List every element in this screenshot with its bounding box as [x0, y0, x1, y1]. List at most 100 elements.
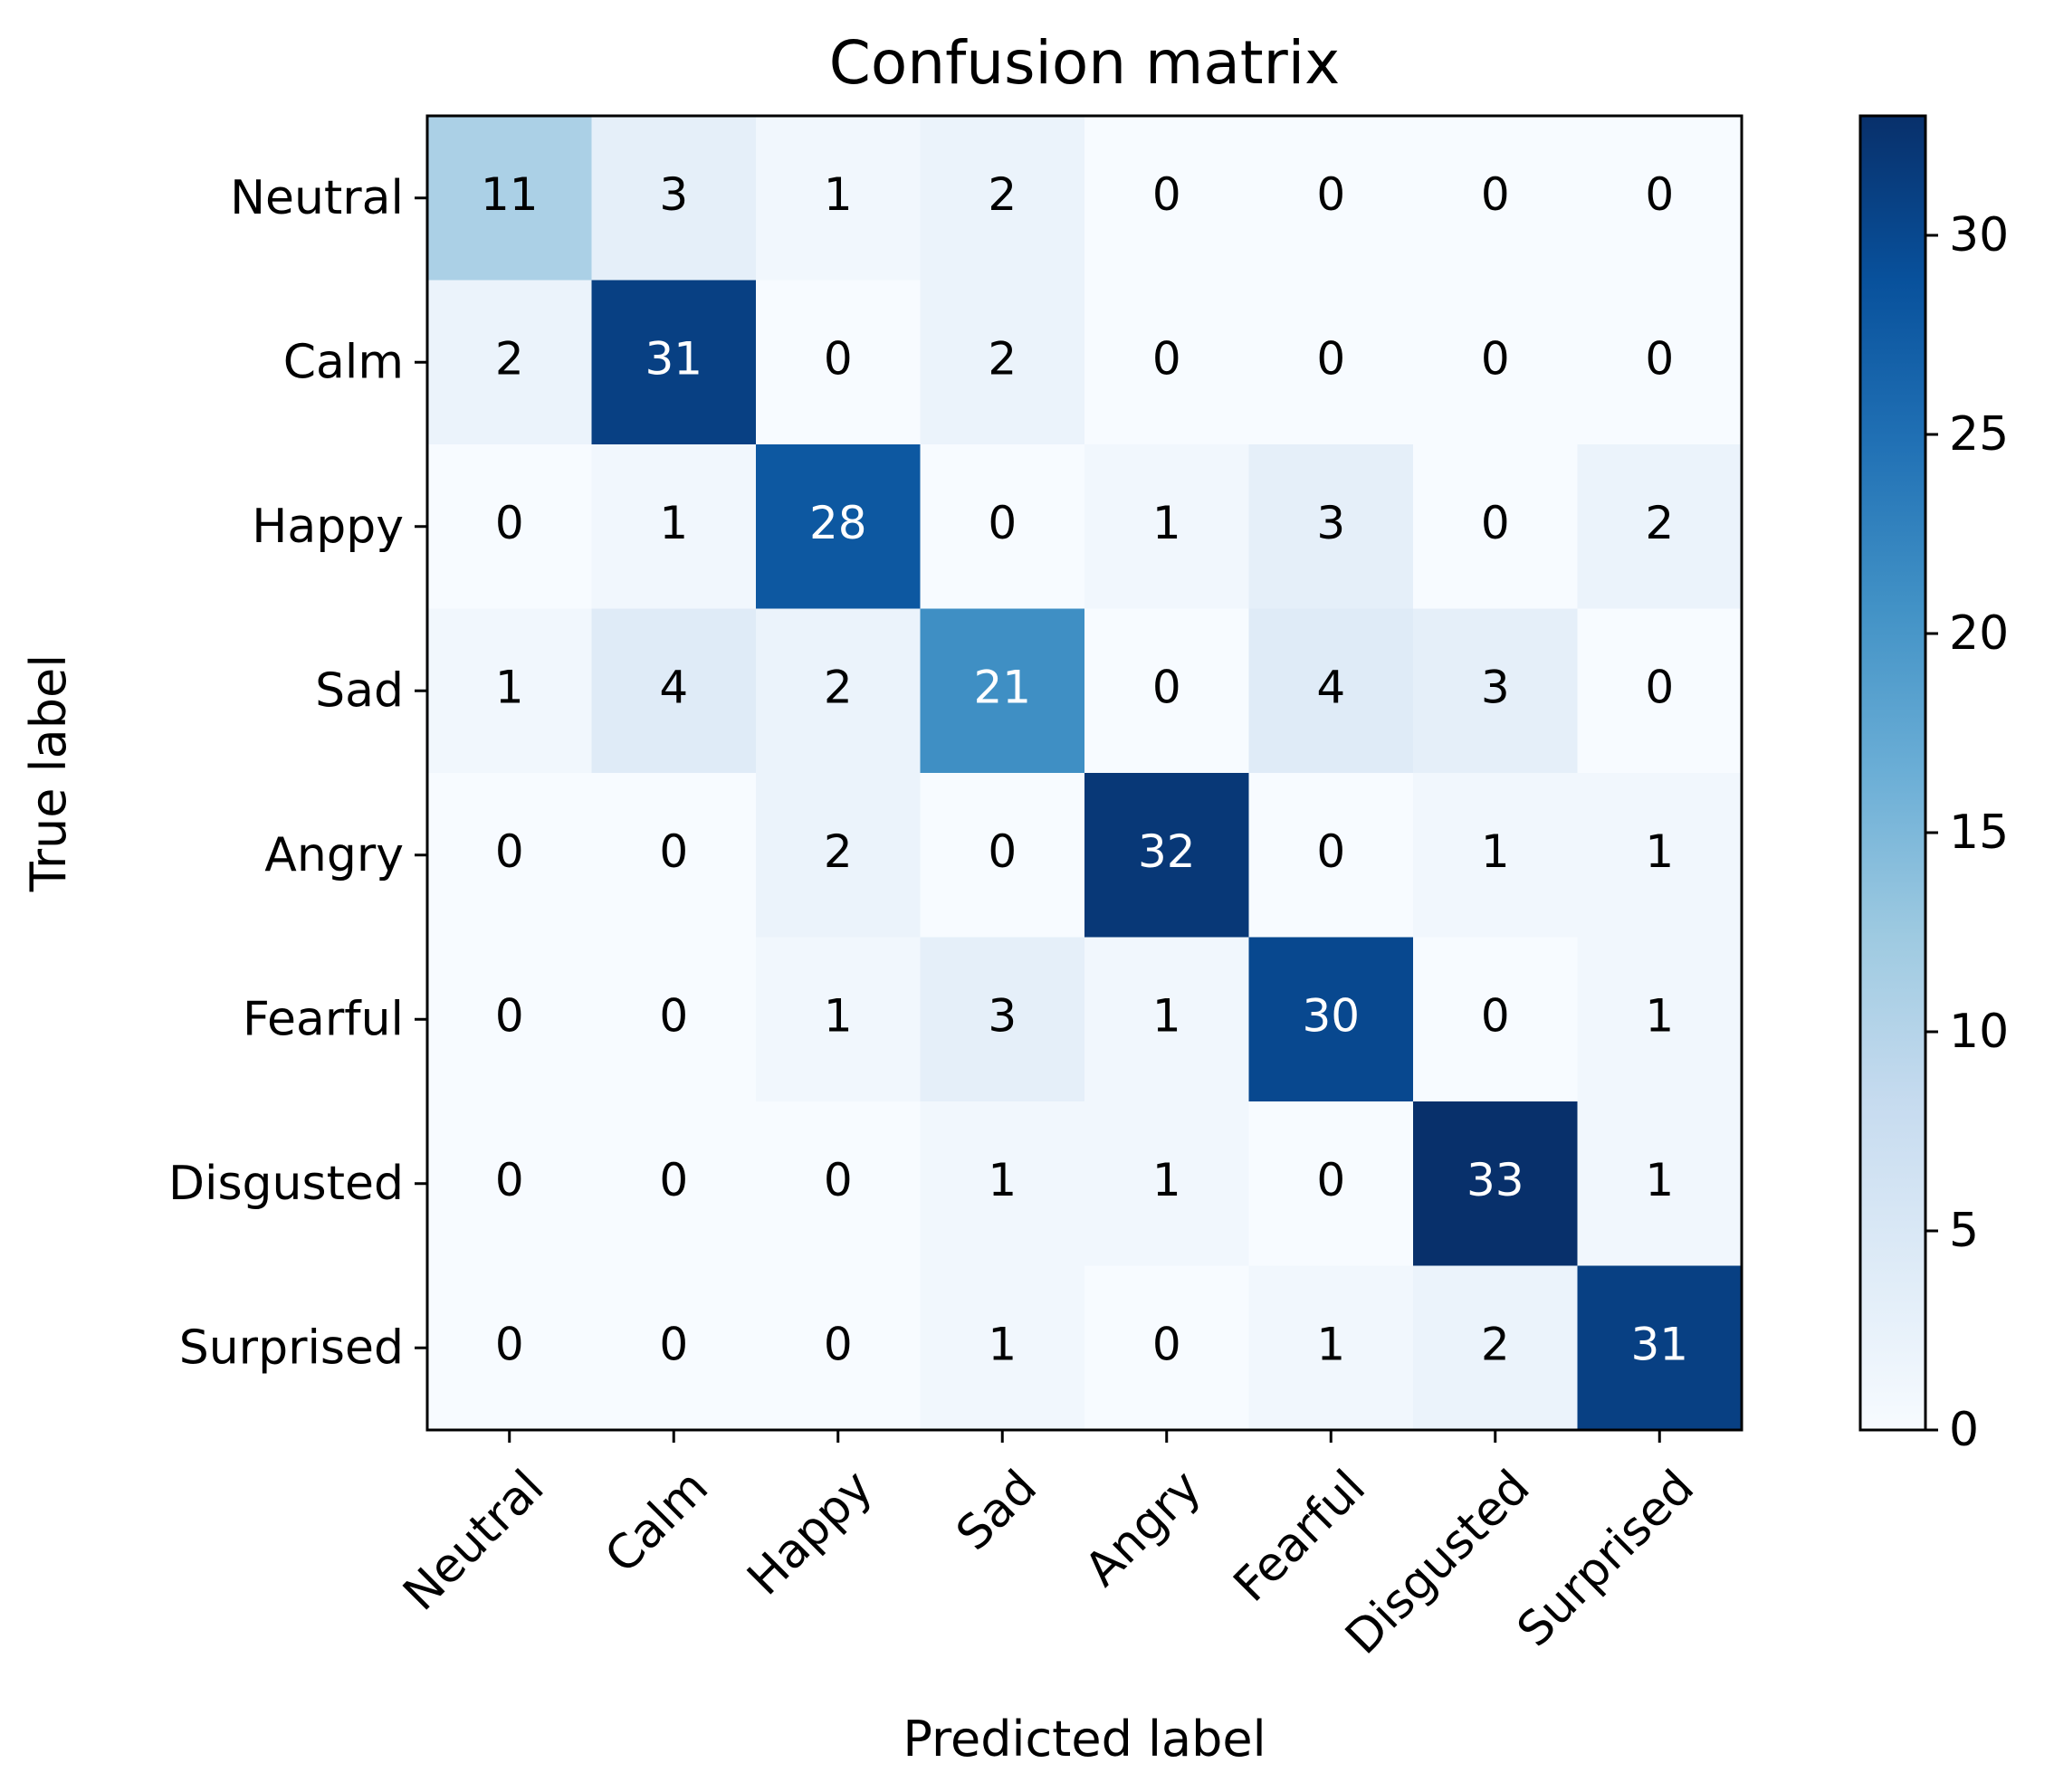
colorbar — [1860, 116, 1925, 1430]
cell-value-label: 0 — [824, 1154, 853, 1206]
heatmap-cell — [1084, 1101, 1250, 1267]
heatmap-cell — [427, 280, 593, 445]
colorbar-tick-label: 20 — [1949, 606, 2009, 661]
x-tick-label: Happy — [737, 1460, 883, 1606]
cell-value-label: 0 — [1316, 825, 1345, 878]
heatmap-cell — [591, 1265, 757, 1431]
cell-value-label: 0 — [659, 1154, 688, 1206]
cell-value-label: 2 — [988, 168, 1017, 221]
heatmap-cell — [591, 608, 757, 774]
cell-value-label: 0 — [495, 497, 524, 549]
heatmap-cell — [427, 1265, 593, 1431]
heatmap-cell — [1577, 608, 1743, 774]
heatmap-cell — [591, 116, 757, 281]
cell-value-label: 0 — [1316, 168, 1345, 221]
cell-value-label: 1 — [1152, 989, 1181, 1042]
cell-value-label: 30 — [1302, 989, 1360, 1042]
cell-value-label: 0 — [1481, 332, 1510, 385]
heatmap-cell — [920, 937, 1085, 1102]
heatmap-cell — [1413, 116, 1579, 281]
cell-value-label: 0 — [1152, 168, 1181, 221]
x-tick-label: Surprised — [1507, 1460, 1705, 1657]
cell-value-label: 0 — [495, 1154, 524, 1206]
cell-value-label: 1 — [824, 168, 853, 221]
heatmap-cell — [920, 444, 1085, 610]
heatmap-cell — [1577, 937, 1743, 1102]
cell-value-label: 32 — [1138, 825, 1196, 878]
cell-value-label: 3 — [988, 989, 1017, 1042]
heatmap-cell — [1248, 937, 1414, 1102]
cell-value-label: 0 — [495, 989, 524, 1042]
cell-value-label: 1 — [1152, 1154, 1181, 1206]
cell-value-label: 33 — [1466, 1154, 1524, 1206]
y-tick-label: Calm — [283, 335, 404, 389]
cell-value-label: 2 — [824, 661, 853, 713]
colorbar-tick-label: 5 — [1949, 1204, 1979, 1258]
colorbar-tick-label: 0 — [1949, 1403, 1979, 1457]
heatmap-cell — [756, 1265, 922, 1431]
heatmap-cell — [1577, 280, 1743, 445]
heatmap-cell — [1084, 1265, 1250, 1431]
cell-value-label: 0 — [988, 497, 1017, 549]
x-tick-label: Calm — [595, 1460, 719, 1584]
cell-value-label: 1 — [1645, 1154, 1674, 1206]
cell-value-label: 31 — [645, 332, 702, 385]
y-tick-label: Angry — [264, 828, 404, 882]
heatmap-cell-labels: 11 3 1 2 0 0 0 02 31 0 2 0 0 0 00 1 28 0 1 3 0 21 4 2 21 0 4 3 00 0 2 0… — [481, 168, 1688, 1371]
cell-value-label: 1 — [1645, 825, 1674, 878]
heatmap-cell — [427, 608, 593, 774]
cell-value-label: 4 — [659, 661, 688, 713]
cell-value-label: 1 — [495, 661, 524, 713]
cell-value-label: 1 — [1316, 1318, 1345, 1370]
colorbar-ticks: 0 5 10 15 20 25 30 — [1925, 208, 2009, 1457]
cell-value-label: 0 — [1481, 497, 1510, 549]
heatmap-cell — [1248, 1265, 1414, 1431]
heatmap-cell — [1248, 116, 1414, 281]
cell-value-label: 28 — [809, 497, 867, 549]
cell-value-label: 0 — [824, 332, 853, 385]
cell-value-label: 0 — [1316, 332, 1345, 385]
cell-value-label: 31 — [1630, 1318, 1688, 1370]
y-tick-label: Neutral — [230, 171, 404, 225]
heatmap-cell — [427, 444, 593, 610]
heatmap-cell — [1413, 608, 1579, 774]
x-tick-label: Angry — [1075, 1460, 1211, 1597]
cell-value-label: 0 — [659, 1318, 688, 1370]
heatmap-cell — [427, 773, 593, 939]
heatmap-cell — [591, 444, 757, 610]
chart-title: Confusion matrix — [829, 28, 1340, 98]
colorbar-tick-label: 25 — [1949, 407, 2009, 462]
heatmap-cell — [1577, 773, 1743, 939]
heatmap-cell — [591, 1101, 757, 1267]
heatmap-cell — [1413, 1101, 1579, 1267]
x-tick-label: Sad — [946, 1460, 1047, 1561]
cell-value-label: 3 — [1316, 497, 1345, 549]
heatmap-cells — [427, 116, 1743, 1431]
heatmap-cell — [591, 937, 757, 1102]
heatmap-cell — [1577, 116, 1743, 281]
heatmap-cell — [920, 116, 1085, 281]
y-tick-label: Sad — [315, 663, 404, 718]
heatmap-cell — [1577, 1101, 1743, 1267]
x-tick-label: Fearful — [1224, 1460, 1376, 1612]
heatmap-cell — [591, 773, 757, 939]
heatmap-cell — [920, 1101, 1085, 1267]
heatmap-cell — [1577, 1265, 1743, 1431]
heatmap-cell — [1084, 280, 1250, 445]
heatmap-cell — [920, 773, 1085, 939]
heatmap-cell — [920, 1265, 1085, 1431]
cell-value-label: 2 — [1481, 1318, 1510, 1370]
x-axis-title: Predicted label — [903, 1711, 1266, 1768]
cell-value-label: 0 — [1645, 661, 1674, 713]
y-tick-label: Disgusted — [168, 1157, 404, 1211]
x-axis-ticks: Neutral Calm Happy Sad Angry FearfulDisgusted… — [393, 1430, 1705, 1665]
heatmap-cell — [756, 608, 922, 774]
plot-frame — [425, 114, 1744, 1432]
heatmap-cell — [591, 280, 757, 445]
heatmap-cell — [1248, 1101, 1414, 1267]
colorbar-tick-label: 30 — [1949, 208, 2009, 262]
heatmap-cell — [1084, 773, 1250, 939]
cell-value-label: 0 — [495, 825, 524, 878]
cell-value-label: 1 — [988, 1154, 1017, 1206]
